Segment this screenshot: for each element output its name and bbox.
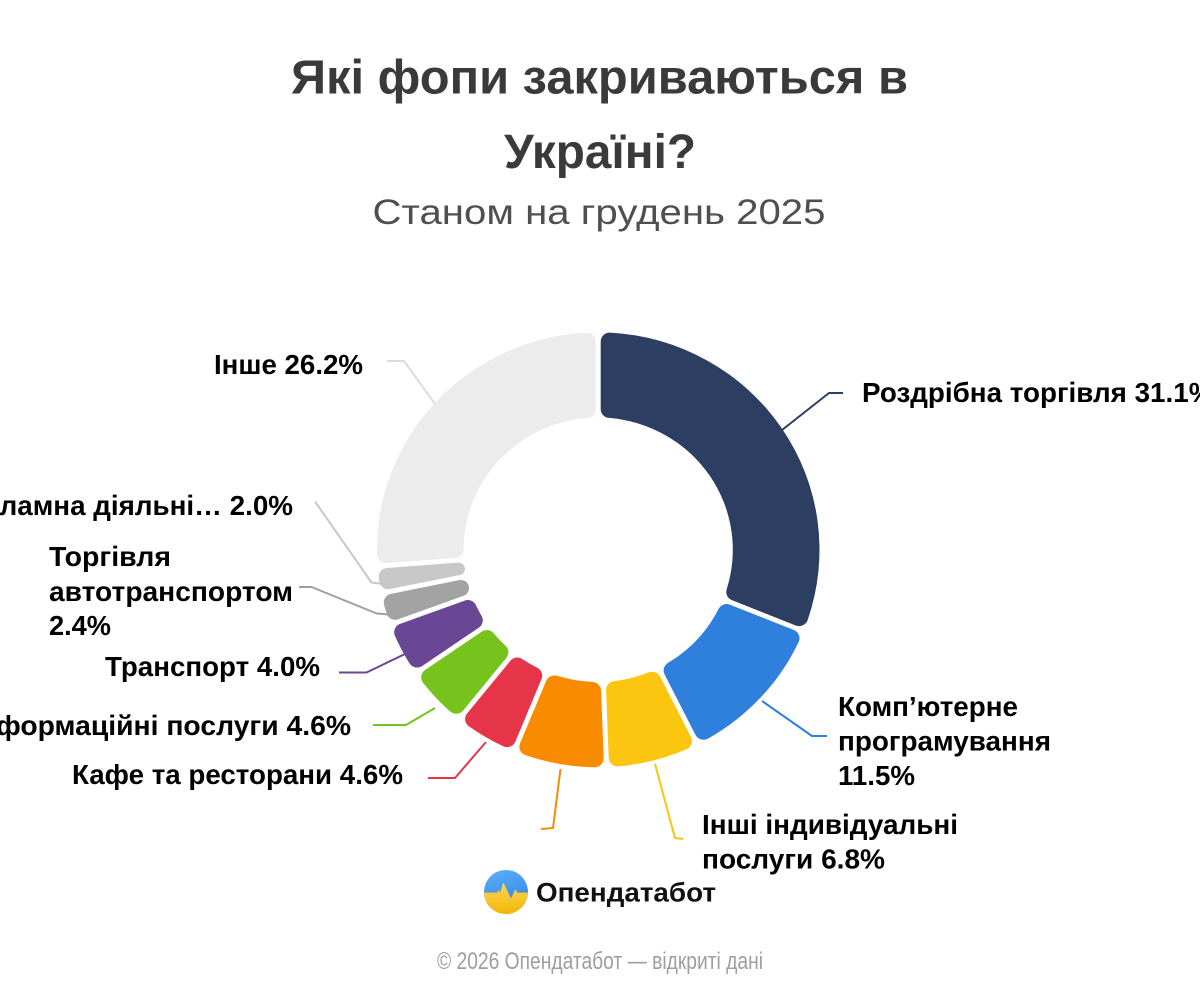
svg-text:11.5%: 11.5% [838,760,915,791]
svg-text:Які фопи закриваються в: Які фопи закриваються в [291,51,908,105]
svg-text:послуги 6.8%: послуги 6.8% [702,844,885,875]
svg-text:автотранспортом: автотранспортом [49,576,293,607]
svg-text:Кафе та ресторани 4.6%: Кафе та ресторани 4.6% [72,759,403,790]
svg-text:програмування: програмування [838,726,1051,757]
svg-text:Торгівля: Торгівля [49,541,171,572]
svg-text:Опендатабот: Опендатабот [536,878,716,908]
svg-text:2.4%: 2.4% [49,610,111,641]
svg-text:Роздрібна торгівля 31.1%: Роздрібна торгівля 31.1% [862,377,1200,408]
svg-text:© 2026 Опендатабот — відкриті: © 2026 Опендатабот — відкриті дані [437,948,763,975]
svg-text:Інше 26.2%: Інше 26.2% [214,349,363,380]
svg-text:Україні?: Україні? [504,125,696,179]
svg-text:Інші індивідуальні: Інші індивідуальні [702,809,958,840]
svg-text:Рекламна діяльні… 2.0%: Рекламна діяльні… 2.0% [0,490,293,521]
svg-text:Інформаційні послуги 4.6%: Інформаційні послуги 4.6% [0,710,351,741]
svg-text:Станом на грудень 2025: Станом на грудень 2025 [373,192,826,232]
svg-text:Комп’ютерне: Комп’ютерне [838,691,1018,722]
svg-text:Транспорт 4.0%: Транспорт 4.0% [105,651,320,682]
